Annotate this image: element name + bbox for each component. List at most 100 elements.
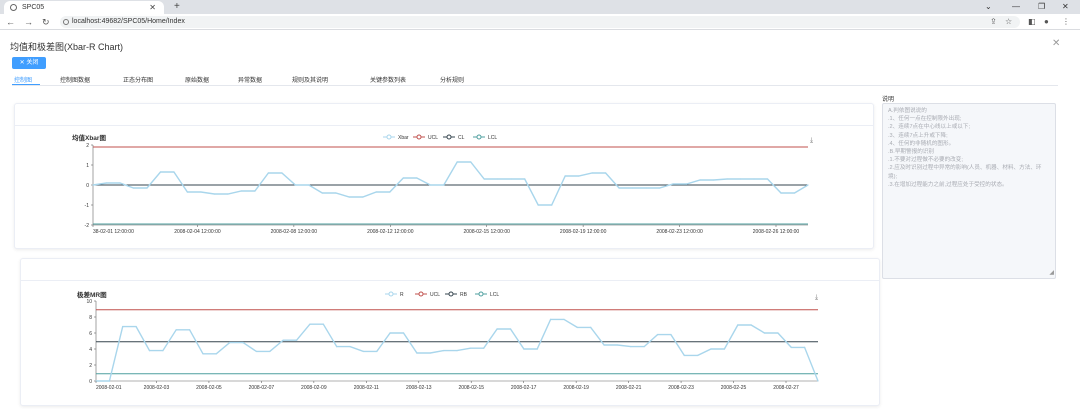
data-point	[603, 344, 605, 346]
panel-header	[15, 104, 873, 126]
download-icon[interactable]: ⤓	[815, 294, 818, 301]
data-point	[536, 348, 538, 350]
x-tick-label: 2008-02-11	[354, 385, 379, 391]
data-point	[632, 187, 634, 189]
y-tick-label: 4	[89, 347, 92, 353]
data-point	[294, 184, 296, 186]
share-icon[interactable]: ⇪	[990, 17, 997, 26]
data-point	[713, 179, 715, 181]
legend-label: RB	[460, 292, 468, 298]
data-point	[750, 324, 752, 326]
data-point	[105, 182, 108, 184]
menu-icon[interactable]: ⋮	[1062, 17, 1070, 26]
x-tick-label: 2008-02-12 12:00:00	[367, 229, 414, 235]
data-point	[146, 187, 148, 189]
y-tick-label: 0	[89, 379, 92, 385]
data-point	[186, 191, 188, 193]
data-point	[254, 190, 256, 192]
data-point	[200, 191, 202, 193]
description-textarea[interactable]: A.判依图说说的 .1、任何一点在控制限外出现; .2、连续7点在中心线以上或以…	[882, 103, 1056, 279]
site-info-icon[interactable]	[63, 19, 69, 25]
tab-normal-distribution[interactable]: 正态分布图	[123, 78, 154, 84]
description-line: .1、任何一点在控制限外出现;	[888, 116, 962, 123]
address-bar[interactable]: localhost:49682/SPC05/Home/Index	[60, 16, 1020, 28]
data-point	[590, 326, 592, 328]
close-icon: ✕	[19, 60, 25, 66]
data-point	[429, 352, 431, 354]
x-tick-label: 2008-02-01	[96, 385, 122, 391]
data-point	[321, 192, 323, 194]
x-tick-label: 2008-02-15	[458, 385, 484, 391]
data-point	[683, 354, 685, 356]
legend-marker	[416, 134, 422, 140]
tab-control-chart-data[interactable]: 控制图数据	[60, 78, 91, 84]
new-tab-icon[interactable]: +	[174, 1, 180, 12]
side-panel-icon[interactable]: ◧	[1028, 17, 1036, 26]
x-tick-label: 38-02-01 12:00:00	[93, 229, 134, 235]
data-point	[670, 334, 672, 336]
tab-analysis-rules[interactable]: 分析规则	[440, 78, 465, 84]
data-point	[645, 187, 647, 189]
forward-icon[interactable]: →	[24, 17, 33, 27]
data-point	[322, 323, 324, 325]
restore-icon[interactable]: ❐	[1038, 2, 1046, 11]
data-point	[496, 328, 498, 330]
y-tick-label: 6	[89, 331, 92, 337]
tab-raw-data[interactable]: 原始数据	[185, 78, 210, 84]
data-point	[159, 171, 162, 173]
data-point	[699, 179, 701, 181]
legend-marker	[418, 291, 424, 297]
minimize-icon[interactable]: —	[1012, 2, 1020, 11]
data-point	[483, 347, 485, 349]
reload-icon[interactable]: ↻	[42, 17, 50, 27]
description-line: .2.应及时识别过程中异常的影响(人员、机器、材料、方法、环境);	[888, 165, 1042, 180]
data-point	[780, 192, 782, 194]
back-icon[interactable]: ←	[6, 17, 15, 27]
profile-icon[interactable]: ●	[1044, 17, 1049, 26]
chevron-down-icon[interactable]: ⌄	[985, 2, 992, 11]
dialog-close-icon[interactable]: ✕	[1052, 38, 1061, 49]
x-tick-label: 2008-02-23	[668, 385, 694, 391]
data-point	[416, 177, 418, 179]
data-point	[443, 184, 445, 186]
legend-marker	[386, 134, 392, 140]
download-icon[interactable]: ⤓	[810, 137, 813, 144]
resize-handle-icon[interactable]: ◢	[1049, 269, 1054, 276]
y-tick-label: 2	[86, 143, 89, 149]
data-point	[643, 346, 645, 348]
data-point	[189, 329, 191, 331]
data-point	[335, 192, 337, 194]
tab-control-chart[interactable]: 控制图	[14, 78, 33, 84]
close-tab-icon[interactable]: ✕	[149, 3, 156, 12]
window-close-icon[interactable]: ✕	[1062, 2, 1069, 11]
data-point	[148, 350, 151, 352]
description-label: 说明	[882, 97, 895, 103]
tab-abnormal-data[interactable]: 异常数据	[238, 78, 263, 84]
data-point	[443, 350, 445, 352]
legend-label: UCL	[428, 135, 438, 141]
tab-rules[interactable]: 规则及其说明	[292, 78, 329, 84]
x-tick-label: 2008-02-13	[406, 385, 432, 391]
data-point	[402, 177, 404, 179]
x-tick-label: 2008-02-27	[773, 385, 799, 391]
data-point	[92, 184, 94, 186]
browser-tab-title: SPC05	[22, 4, 45, 11]
data-point	[697, 354, 699, 356]
globe-icon	[10, 4, 17, 11]
data-point	[672, 183, 674, 185]
legend-label: UCL	[430, 292, 440, 298]
data-point	[659, 187, 661, 189]
data-point	[790, 346, 792, 348]
description-line: .2、连续7点在中心线以上或以下;	[888, 124, 971, 131]
data-point	[402, 332, 405, 334]
bookmark-star-icon[interactable]: ☆	[1005, 17, 1013, 26]
close-button[interactable]: ✕ 关闭	[12, 57, 46, 69]
data-point	[229, 342, 231, 344]
data-point	[336, 346, 338, 348]
data-point	[122, 326, 124, 328]
browser-tab[interactable]: SPC05 ✕	[4, 1, 164, 14]
y-tick-label: 1	[86, 163, 89, 169]
tab-key-parameters[interactable]: 关键参数列表	[370, 78, 407, 84]
data-point	[523, 348, 525, 350]
x-tick-label: 2008-02-21	[616, 385, 642, 391]
